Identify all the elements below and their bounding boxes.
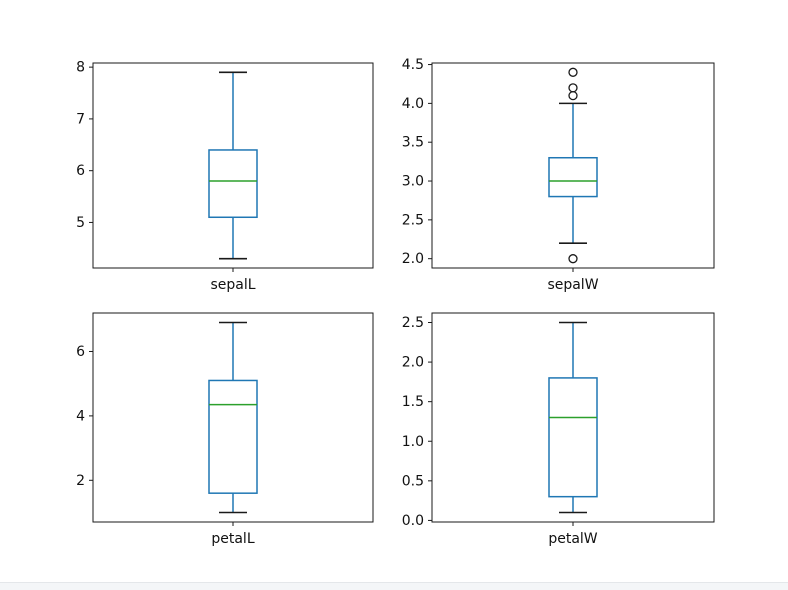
y-tick-label: 6 — [76, 163, 85, 179]
outlier-marker — [568, 90, 578, 101]
iqr-box — [208, 379, 258, 494]
iqr-box — [208, 149, 258, 219]
xlabel-petalW: petalW — [548, 531, 598, 547]
y-tick-label: 1.0 — [402, 434, 424, 450]
iqr-box — [548, 156, 598, 198]
outlier-marker — [568, 67, 578, 77]
y-tick-label: 8 — [76, 60, 85, 76]
y-tick-label: 6 — [76, 344, 85, 360]
outlier-marker — [568, 254, 578, 264]
subplot-sepalW: 2.0 2.5 3.0 3.5 4.0 4.5 — [402, 57, 715, 272]
subplot-petalW: 0.0 0.5 1.0 1.5 2.0 2.5 — [402, 312, 715, 529]
subplot-sepalL: 5 6 7 8 — [76, 60, 374, 272]
y-tick-label: 2.0 — [402, 251, 424, 267]
y-tick-label: 0.5 — [402, 473, 424, 489]
xlabel-sepalW: sepalW — [547, 277, 599, 293]
y-tick-label: 4 — [76, 408, 85, 424]
y-tick-label: 2.0 — [402, 355, 424, 371]
y-tick-label: 7 — [76, 111, 85, 127]
y-tick-label: 3.0 — [402, 174, 424, 190]
bottom-strip — [0, 582, 788, 590]
y-tick-label: 4.0 — [402, 96, 424, 112]
y-tick-label: 3.5 — [402, 135, 424, 151]
y-tick-label: 2.5 — [402, 315, 424, 331]
outlier-marker — [568, 83, 578, 93]
xlabel-sepalL: sepalL — [210, 277, 256, 293]
xlabel-petalL: petalL — [211, 531, 255, 547]
y-tick-label: 2.5 — [402, 212, 424, 228]
y-tick-label: 4.5 — [402, 57, 424, 73]
y-tick-label: 0.0 — [402, 513, 424, 529]
y-tick-label: 1.5 — [402, 394, 424, 410]
y-tick-label: 2 — [76, 473, 85, 489]
subplot-petalL: 2 4 6 — [76, 312, 374, 526]
iqr-box — [548, 377, 598, 498]
y-tick-label: 5 — [76, 215, 85, 231]
